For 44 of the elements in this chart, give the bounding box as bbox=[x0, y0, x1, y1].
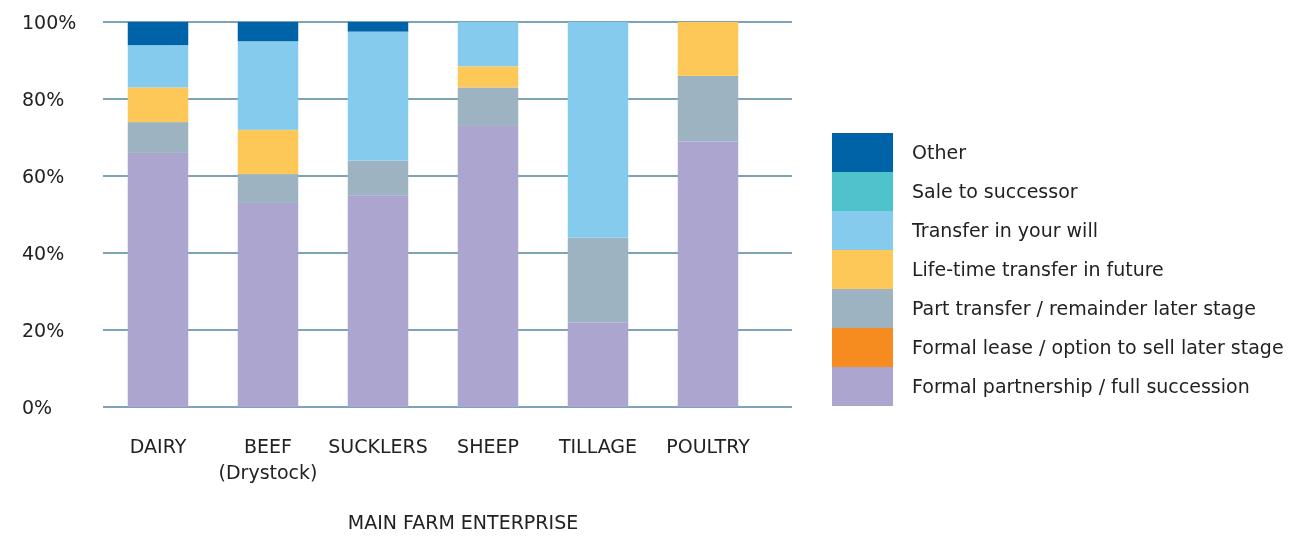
x-tick-label: BEEF (Drystock) bbox=[218, 435, 318, 483]
x-tick-label: POULTRY bbox=[666, 435, 751, 457]
x-tick-label: DAIRY bbox=[129, 435, 187, 457]
bar bbox=[457, 22, 519, 67]
bar bbox=[457, 87, 519, 126]
bar bbox=[237, 129, 299, 175]
legend-label: Transfer in your will bbox=[911, 219, 1098, 242]
bar bbox=[237, 41, 299, 130]
x-tick-label: TILLAGE bbox=[557, 435, 638, 457]
y-tick-label: 80% bbox=[22, 87, 65, 110]
bar bbox=[127, 45, 189, 88]
bar bbox=[127, 87, 189, 123]
y-tick-label: 20% bbox=[22, 318, 65, 341]
bar bbox=[567, 22, 629, 238]
legend-label: Other bbox=[912, 141, 967, 164]
bar bbox=[677, 22, 739, 76]
y-tick-label: 40% bbox=[22, 241, 65, 264]
bar bbox=[237, 174, 299, 203]
legend-label: Formal partnership / full succession bbox=[912, 375, 1250, 398]
bar bbox=[127, 152, 189, 407]
bar bbox=[567, 237, 629, 323]
bar bbox=[567, 322, 629, 407]
bar bbox=[237, 22, 299, 42]
legend-label: Sale to successor bbox=[912, 180, 1078, 203]
legend-label: Part transfer / remainder later stage bbox=[912, 297, 1256, 320]
x-tick-label: SHEEP bbox=[457, 435, 519, 457]
y-tick-label: 100% bbox=[22, 10, 77, 33]
bar bbox=[347, 160, 409, 196]
bar bbox=[677, 75, 739, 142]
x-tick-label: SUCKLERS bbox=[328, 435, 428, 457]
y-tick-label: 0% bbox=[22, 395, 53, 418]
bar bbox=[457, 66, 519, 88]
x-axis-title: MAIN FARM ENTERPRISE bbox=[347, 511, 579, 533]
bar bbox=[127, 122, 189, 153]
legend-label: Formal lease / option to sell later stage bbox=[912, 336, 1284, 359]
bar bbox=[347, 22, 409, 32]
bar bbox=[127, 22, 189, 46]
y-tick-label: 60% bbox=[22, 164, 65, 187]
bar bbox=[457, 125, 519, 407]
bar bbox=[347, 31, 409, 161]
legend-label: Life-time transfer in future bbox=[912, 258, 1164, 281]
bar bbox=[677, 141, 739, 407]
bar bbox=[347, 195, 409, 407]
bar bbox=[237, 202, 299, 407]
